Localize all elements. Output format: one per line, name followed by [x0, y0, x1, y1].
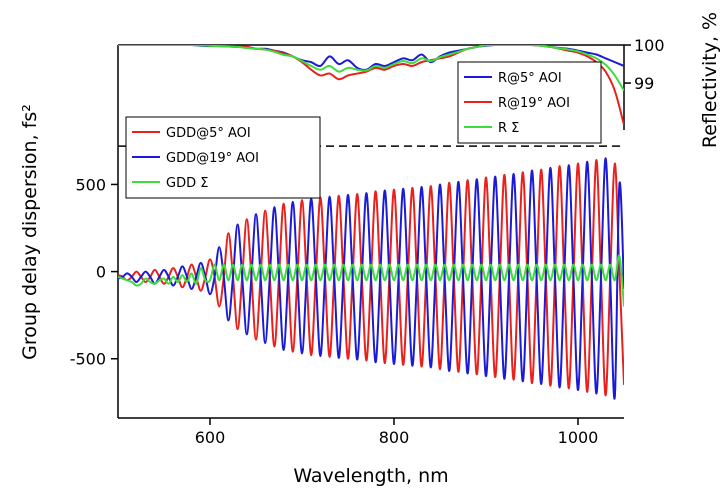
series-line [118, 159, 624, 397]
legend-label: GDD@19° AOI [166, 151, 259, 166]
legend-label: GDD@5° AOI [166, 126, 251, 141]
y-tick-label: 500 [75, 175, 106, 194]
series-line [118, 254, 624, 307]
y-axis-label: Group delay dispersion, fs² [19, 104, 41, 360]
y-tick-label: -500 [70, 350, 106, 369]
x-tick-label: 800 [379, 428, 410, 447]
y-tick-label: 0 [96, 263, 106, 282]
x-axis-label: Wavelength, nm [293, 465, 448, 487]
x-tick-label: 600 [195, 428, 226, 447]
legend-label: R@19° AOI [498, 96, 570, 111]
legend-label: R@5° AOI [498, 71, 562, 86]
legend-label: GDD Σ [166, 176, 208, 191]
y2-axis-label: Reflectivity, % [699, 12, 721, 148]
legend-label: R Σ [498, 121, 519, 136]
x-tick-label: 1000 [558, 428, 599, 447]
y2-tick-label: 100 [634, 36, 665, 55]
series-line [118, 157, 624, 400]
y2-tick-label: 99 [634, 74, 654, 93]
series-line [118, 45, 624, 92]
